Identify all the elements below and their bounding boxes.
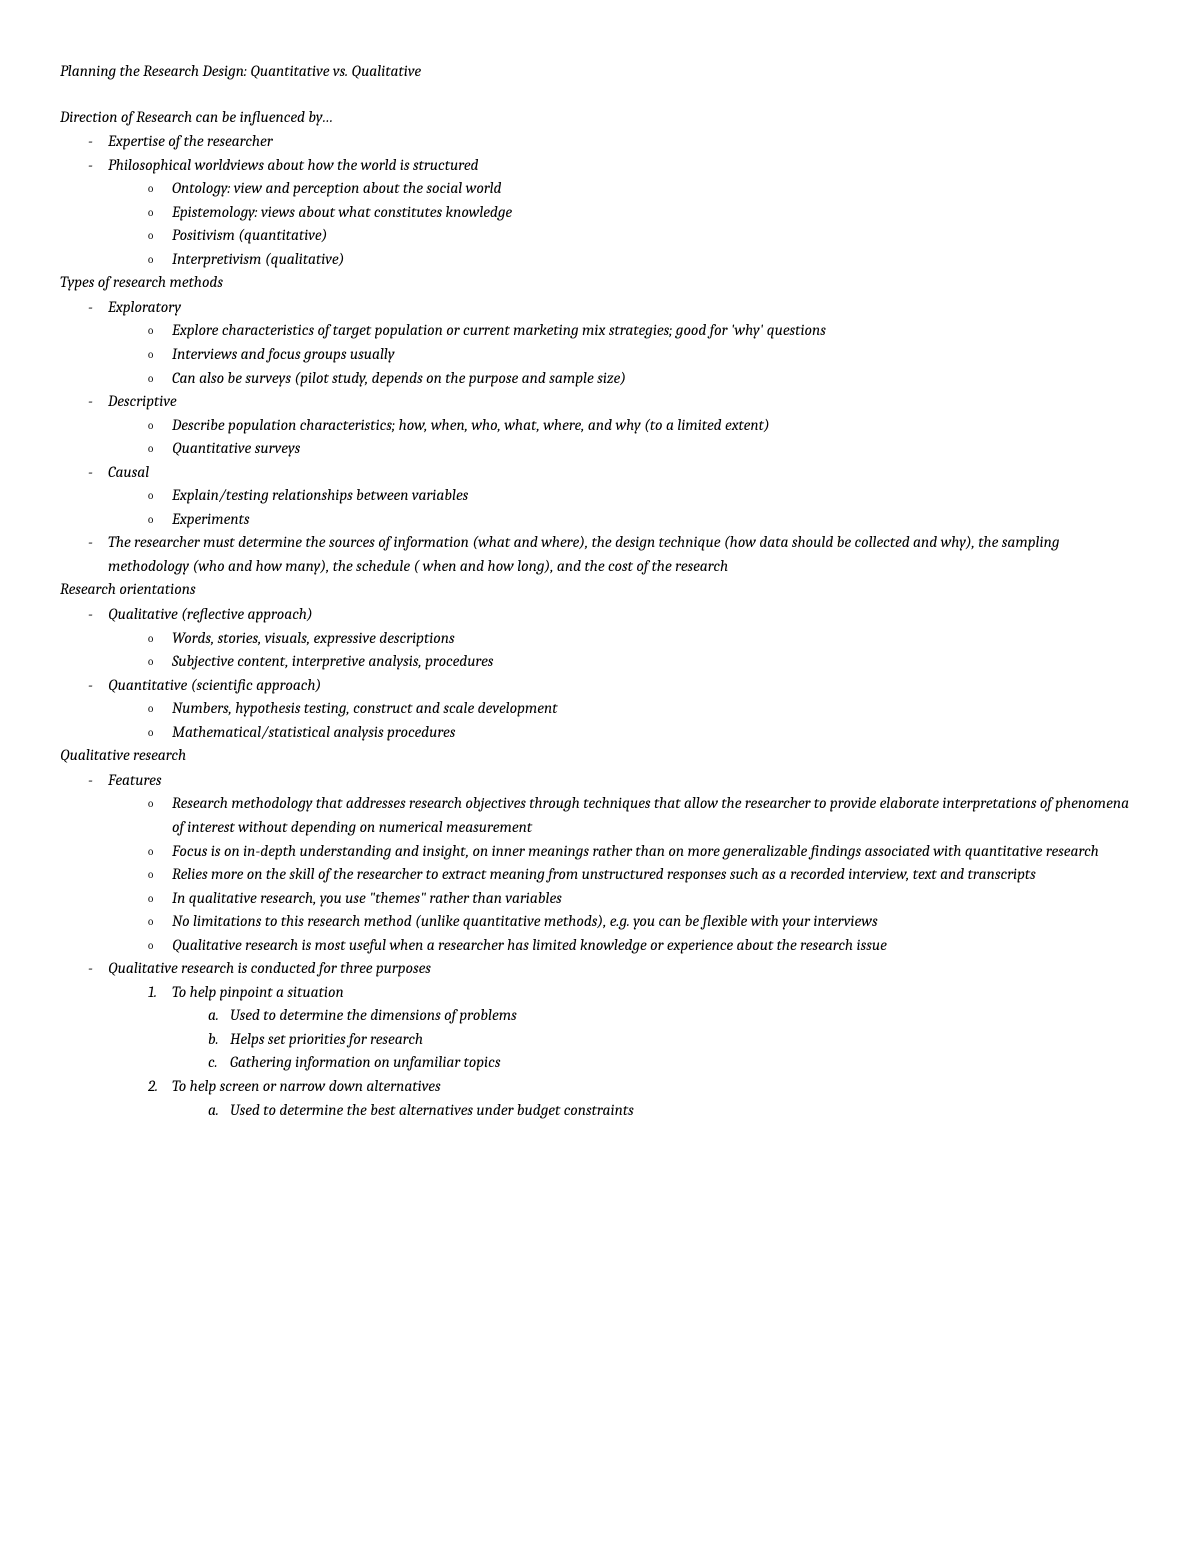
list-item: Features: [60, 769, 1130, 793]
list-item: Can also be surveys (pilot study, depend…: [60, 367, 1130, 391]
letter-marker: b.: [208, 1028, 219, 1052]
list-item: Causal: [60, 461, 1130, 485]
list-text: To help pinpoint a situation: [172, 983, 344, 1001]
list-item: The researcher must determine the source…: [60, 531, 1130, 578]
list-text: Gathering information on unfamiliar topi…: [230, 1053, 501, 1071]
list-item: No limitations to this research method (…: [60, 910, 1130, 934]
list-item-lettered: c. Gathering information on unfamiliar to…: [60, 1051, 1130, 1075]
list-item: Expertise of the researcher: [60, 130, 1130, 154]
list-text: Helps set priorities for research: [230, 1030, 423, 1048]
list-item: Interviews and focus groups usually: [60, 343, 1130, 367]
list-item: Relies more on the skill of the research…: [60, 863, 1130, 887]
list-item: Describe population characteristics; how…: [60, 414, 1130, 438]
list-item: Quantitative (scientific approach): [60, 674, 1130, 698]
list-item: Numbers, hypothesis testing, construct a…: [60, 697, 1130, 721]
list-item: Explain/testing relationships between va…: [60, 484, 1130, 508]
list-text: Used to determine the dimensions of prob…: [230, 1006, 517, 1024]
list-item-lettered: a. Used to determine the best alternative…: [60, 1099, 1130, 1123]
list-item: Ontology: view and perception about the …: [60, 177, 1130, 201]
list-item-lettered: b. Helps set priorities for research: [60, 1028, 1130, 1052]
list-item-numbered: 1. To help pinpoint a situation: [60, 981, 1130, 1005]
list-item: Explore characteristics of target popula…: [60, 319, 1130, 343]
list-text: Used to determine the best alternatives …: [230, 1101, 634, 1119]
list-item: Qualitative research is conducted for th…: [60, 957, 1130, 981]
list-item: Qualitative (reflective approach): [60, 603, 1130, 627]
list-item: Philosophical worldviews about how the w…: [60, 154, 1130, 178]
letter-marker: a.: [208, 1099, 219, 1123]
list-item: Descriptive: [60, 390, 1130, 414]
number-marker: 2.: [148, 1075, 158, 1099]
number-marker: 1.: [148, 981, 157, 1005]
list-item-lettered: a. Used to determine the dimensions of pr…: [60, 1004, 1130, 1028]
list-item: Exploratory: [60, 296, 1130, 320]
list-item: Research methodology that addresses rese…: [60, 792, 1130, 839]
section-heading-direction: Direction of Research can be influenced …: [60, 106, 1130, 130]
list-text: To help screen or narrow down alternativ…: [172, 1077, 441, 1095]
letter-marker: c.: [208, 1051, 218, 1075]
section-heading-types: Types of research methods: [60, 271, 1130, 295]
list-item: Words, stories, visuals, expressive desc…: [60, 627, 1130, 651]
list-item: Quantitative surveys: [60, 437, 1130, 461]
section-heading-orientations: Research orientations: [60, 578, 1130, 602]
list-item: Interpretivism (qualitative): [60, 248, 1130, 272]
list-item: Qualitative research is most useful when…: [60, 934, 1130, 958]
list-item: Focus is on in-depth understanding and i…: [60, 840, 1130, 864]
list-item: Mathematical/statistical analysis proced…: [60, 721, 1130, 745]
list-item: Positivism (quantitative): [60, 224, 1130, 248]
list-item-numbered: 2. To help screen or narrow down alternat…: [60, 1075, 1130, 1099]
list-item: Experiments: [60, 508, 1130, 532]
list-item: In qualitative research, you use "themes…: [60, 887, 1130, 911]
list-item: Subjective content, interpretive analysi…: [60, 650, 1130, 674]
section-heading-qualitative: Qualitative research: [60, 744, 1130, 768]
list-item: Epistemology: views about what constitut…: [60, 201, 1130, 225]
page-title: Planning the Research Design: Quantitati…: [60, 60, 1130, 84]
letter-marker: a.: [208, 1004, 219, 1028]
